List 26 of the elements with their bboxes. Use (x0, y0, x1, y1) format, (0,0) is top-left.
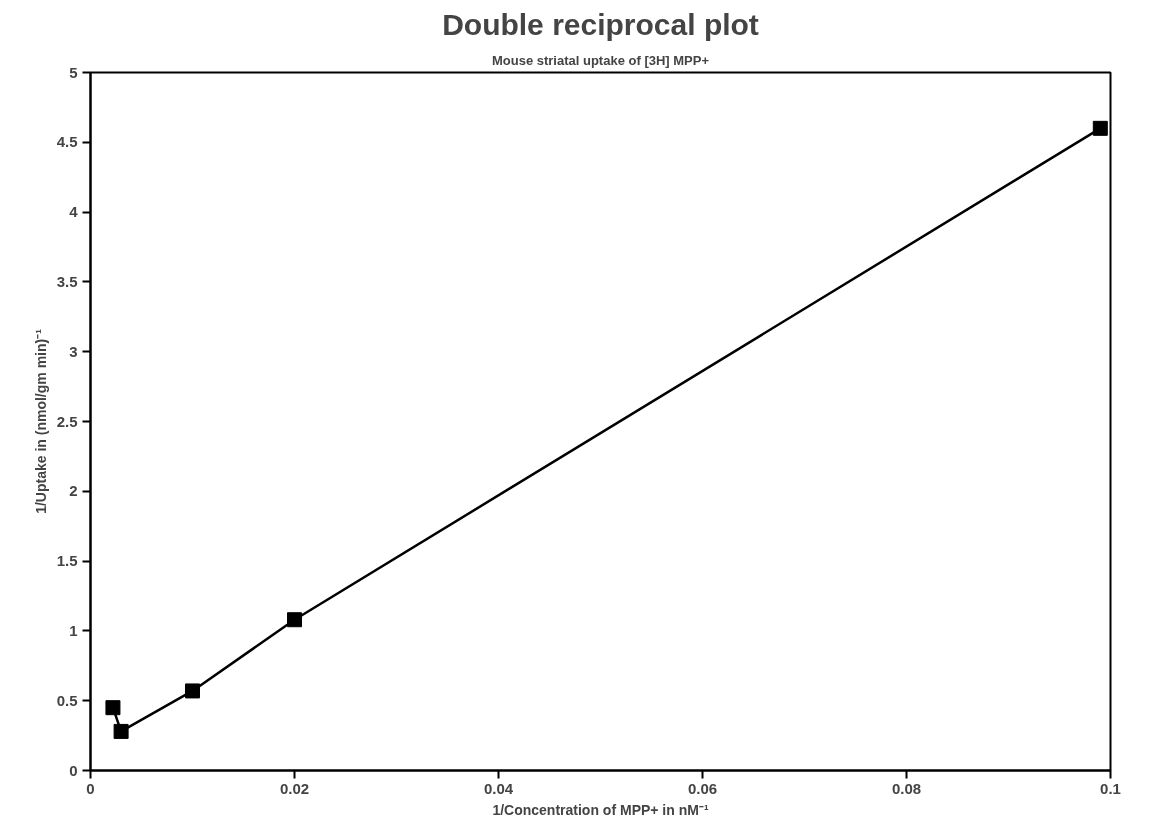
point (1092, 120, 1108, 136)
y-tick-label: 1 (69, 621, 78, 639)
y-tick-label: 3.5 (56, 272, 78, 290)
y-tick-label: 0.5 (56, 691, 78, 709)
x-tick-label: 0.02 (279, 779, 310, 797)
x-tick-label: 0.06 (687, 779, 718, 797)
y-tick-label: 1.5 (56, 552, 78, 570)
y-tick-label: 4.5 (56, 133, 78, 151)
y-axis-title: 1/Uptake in (nmol/gm min)⁻¹ (32, 328, 49, 514)
y-tick-label: 4 (69, 203, 79, 221)
point (287, 612, 302, 628)
y-tick-label: 0 (69, 761, 78, 779)
chart-title: Double reciprocal plot (442, 7, 759, 41)
x-tick-label: 0.04 (483, 779, 514, 797)
y-tick-label: 2.5 (56, 412, 78, 430)
chart-subtitle: Mouse striatal uptake of [3H] MPP+ (491, 52, 710, 68)
point (185, 683, 200, 699)
y-tick-label: 3 (69, 342, 78, 360)
y-tick-label: 2 (69, 482, 78, 500)
x-tick-label: 0.08 (891, 779, 922, 797)
point (105, 700, 121, 716)
x-tick-label: 0.1 (1100, 779, 1121, 797)
x-tick-label: 0 (86, 779, 95, 797)
point (113, 723, 129, 739)
x-axis-title: 1/Concentration of MPP+ in nM⁻¹ (492, 801, 709, 818)
y-tick-label: 5 (69, 63, 78, 81)
